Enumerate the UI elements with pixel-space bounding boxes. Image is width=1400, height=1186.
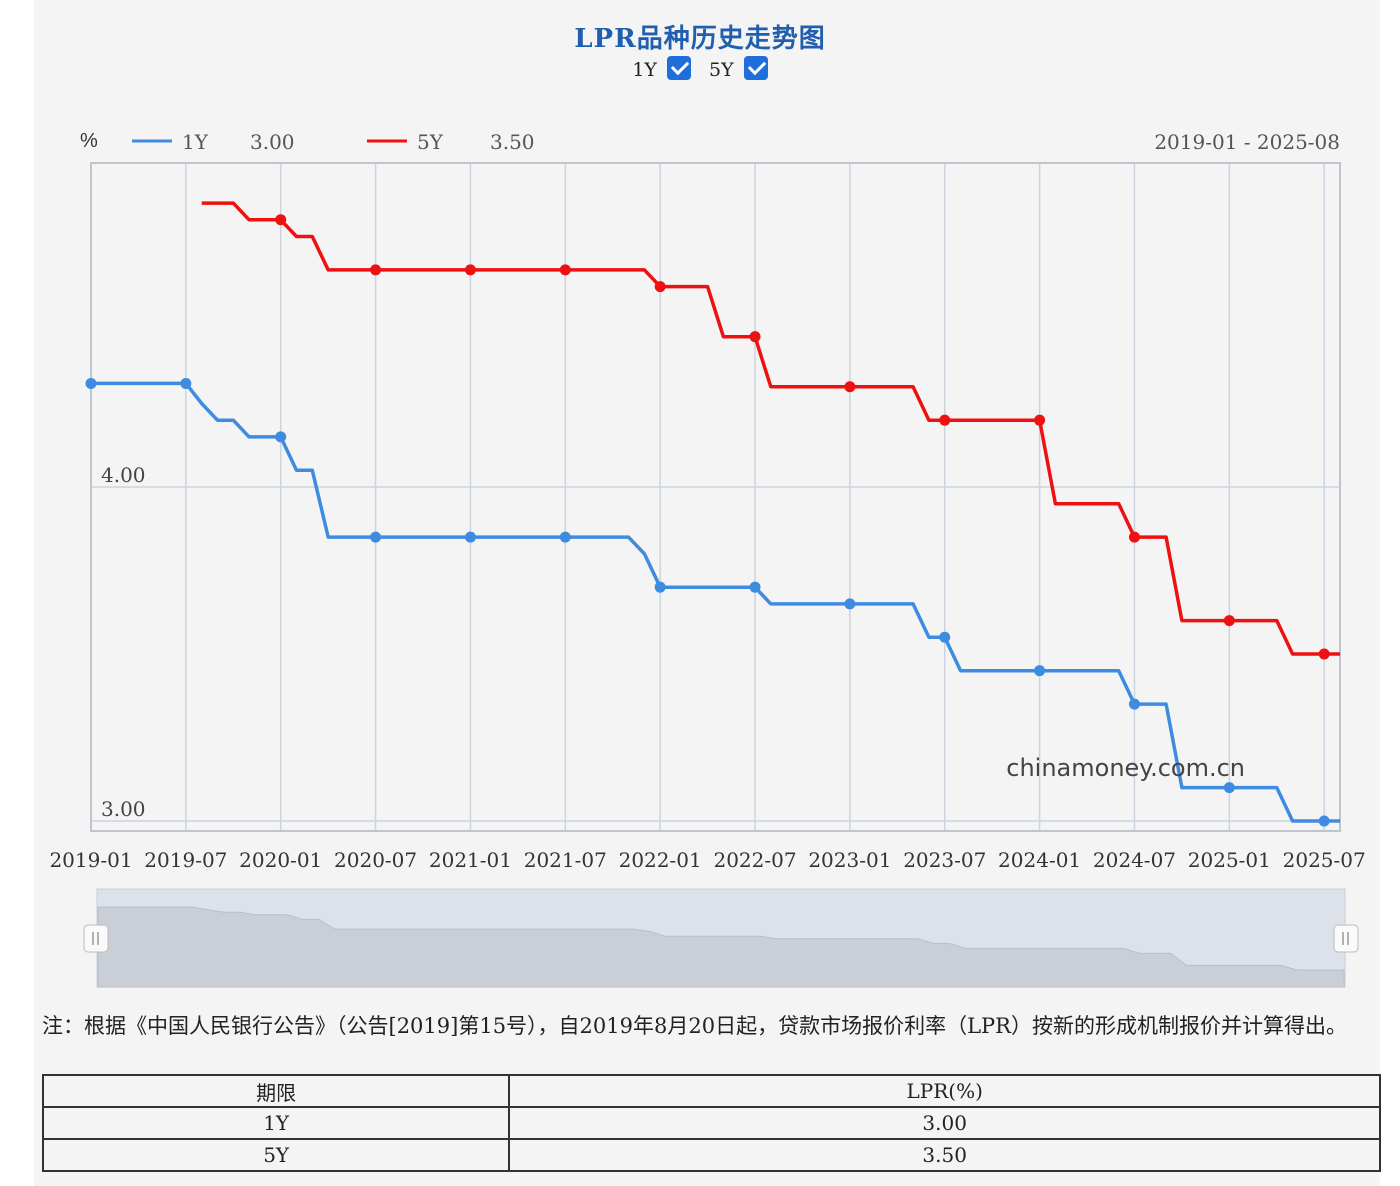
y-axis-labels: 4.00 3.00 (101, 463, 146, 821)
data-point-1y[interactable] (1034, 665, 1046, 677)
data-point-5y[interactable] (654, 281, 666, 293)
data-point-1y[interactable] (1318, 815, 1330, 827)
watermark: chinamoney.com.cn (1006, 754, 1245, 782)
table-cell: 3.50 (508, 1138, 1381, 1172)
x-tick-label: 2024-07 (1093, 848, 1176, 872)
table-cell: 3.00 (508, 1106, 1381, 1140)
y-tick-label: 3.00 (101, 797, 146, 821)
toggle-5y[interactable]: 5Y (709, 56, 768, 82)
data-point-5y[interactable] (464, 264, 476, 276)
table-row: 1Y 3.00 (41, 1106, 1381, 1140)
toggle-1y-label: 1Y (632, 59, 657, 81)
table-header-cell: 期限 (41, 1074, 511, 1108)
series-toggles: 1Y 5Y (0, 56, 1400, 82)
x-tick-label: 2024-01 (998, 848, 1081, 872)
lpr-line-chart: 4.00 3.00 2019-01 2019-07 2020-01 2020-07 202… (49, 130, 1366, 988)
table-header-cell: LPR(%) (508, 1074, 1381, 1108)
legend-1y-value: 3.00 (250, 130, 295, 154)
y-tick-label: 4.00 (101, 463, 146, 487)
data-point-1y[interactable] (1223, 782, 1235, 794)
data-point-1y[interactable] (85, 377, 97, 389)
chart-grid (90, 163, 1340, 831)
chart-title: LPR品种历史走势图 (574, 24, 826, 54)
toggle-5y-label: 5Y (709, 59, 734, 81)
series-lines (91, 201, 1340, 823)
data-point-1y[interactable] (1128, 698, 1140, 710)
data-point-1y[interactable] (180, 377, 192, 389)
data-point-1y[interactable] (464, 531, 476, 543)
date-range-label: 2019-01 - 2025-08 (1154, 130, 1340, 154)
data-point-1y[interactable] (844, 598, 856, 610)
x-tick-label: 2025-01 (1188, 848, 1271, 872)
table-cell: 1Y (41, 1106, 511, 1140)
data-point-5y[interactable] (939, 414, 951, 426)
zoom-slider-preview (97, 906, 1345, 988)
unit-label: % (80, 130, 98, 152)
data-point-5y[interactable] (1223, 615, 1235, 627)
x-tick-label: 2020-01 (239, 848, 322, 872)
data-point-5y[interactable] (844, 381, 856, 393)
data-point-1y[interactable] (654, 581, 666, 593)
toggle-1y[interactable]: 1Y (632, 56, 691, 82)
table-cell: 5Y (41, 1138, 511, 1172)
data-point-5y[interactable] (1318, 648, 1330, 660)
chart-panel (34, 0, 1380, 1186)
data-point-1y[interactable] (749, 581, 761, 593)
data-point-5y[interactable] (559, 264, 571, 276)
data-point-1y[interactable] (370, 531, 382, 543)
zoom-handle-left[interactable] (83, 924, 109, 953)
x-tick-label: 2021-07 (524, 848, 607, 872)
table-header-row: 期限 LPR(%) (41, 1074, 1381, 1108)
data-point-5y[interactable] (275, 214, 287, 226)
data-point-5y[interactable] (749, 331, 761, 343)
x-tick-label: 2022-07 (713, 848, 796, 872)
x-tick-label: 2023-01 (808, 848, 891, 872)
x-tick-label: 2022-01 (619, 848, 702, 872)
zoom-handle-right[interactable] (1333, 924, 1359, 953)
checkbox-checked-icon[interactable] (743, 56, 768, 80)
table-row: 5Y 3.50 (41, 1138, 1381, 1172)
series-markers (85, 214, 1330, 827)
x-tick-label: 2020-07 (334, 848, 417, 872)
series-line-5y[interactable] (201, 201, 1340, 656)
lpr-table: 期限 LPR(%) 1Y 3.00 5Y 3.50 (41, 1074, 1381, 1172)
data-point-1y[interactable] (939, 631, 951, 643)
data-point-5y[interactable] (370, 264, 382, 276)
x-tick-label: 2023-07 (903, 848, 986, 872)
legend-5y-name[interactable]: 5Y (417, 130, 444, 154)
checkbox-checked-icon[interactable] (666, 56, 691, 80)
x-tick-label: 2019-07 (144, 848, 227, 872)
data-point-1y[interactable] (275, 431, 287, 443)
legend-1y-name[interactable]: 1Y (182, 130, 209, 154)
data-point-5y[interactable] (1128, 531, 1140, 543)
data-point-5y[interactable] (1034, 414, 1046, 426)
footnote: 注：根据《中国人民银行公告》（公告[2019]第15号），自2019年8月20日… (42, 1014, 1347, 1038)
x-tick-label: 2019-01 (49, 848, 132, 872)
x-tick-label: 2021-01 (429, 848, 512, 872)
data-point-1y[interactable] (559, 531, 571, 543)
x-tick-label: 2025-07 (1283, 848, 1366, 872)
plot-frame (90, 162, 1341, 832)
legend-5y-value: 3.50 (490, 130, 535, 154)
x-axis-labels: 2019-01 2019-07 2020-01 2020-07 2021-01 2021-… (49, 848, 1365, 872)
series-line-1y[interactable] (91, 381, 1340, 823)
